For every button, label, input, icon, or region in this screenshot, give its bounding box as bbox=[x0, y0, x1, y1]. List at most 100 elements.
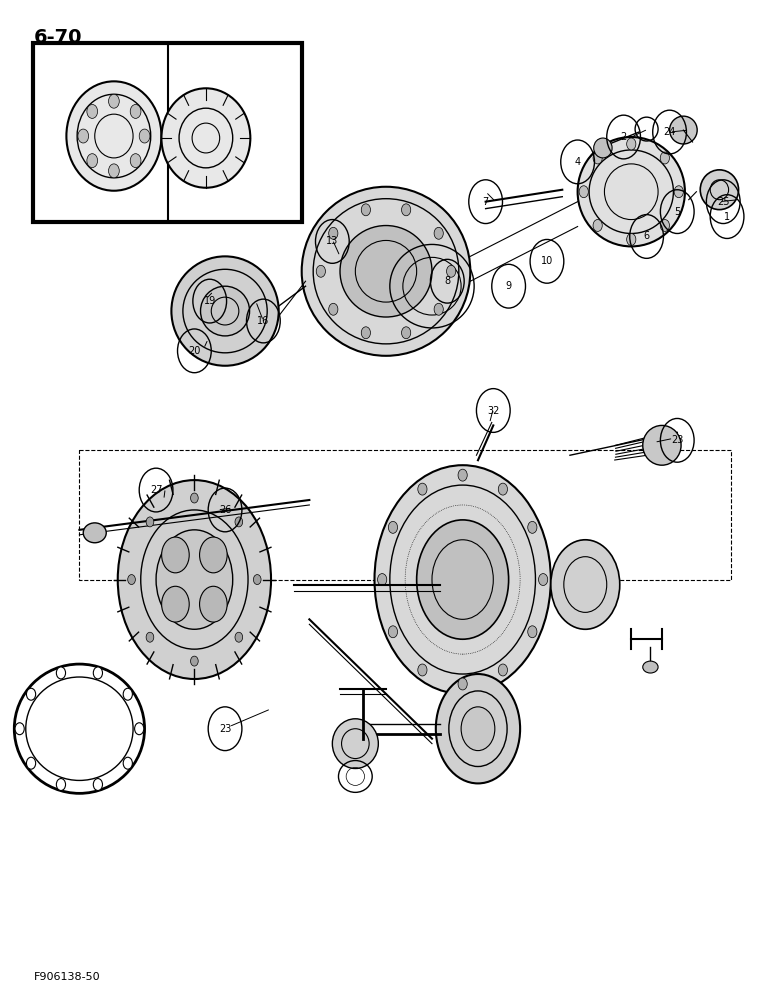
Ellipse shape bbox=[577, 137, 685, 246]
Text: 6-70: 6-70 bbox=[33, 28, 82, 47]
Text: 16: 16 bbox=[257, 316, 269, 326]
Circle shape bbox=[130, 154, 141, 168]
Circle shape bbox=[528, 626, 537, 638]
Circle shape bbox=[235, 517, 242, 527]
Circle shape bbox=[139, 129, 150, 143]
Circle shape bbox=[418, 664, 427, 676]
Circle shape bbox=[329, 303, 338, 315]
Circle shape bbox=[124, 688, 132, 700]
Text: 20: 20 bbox=[188, 346, 201, 356]
Ellipse shape bbox=[161, 586, 189, 622]
Ellipse shape bbox=[594, 138, 612, 158]
Circle shape bbox=[401, 327, 411, 339]
Circle shape bbox=[660, 220, 669, 231]
Ellipse shape bbox=[340, 226, 432, 317]
Circle shape bbox=[134, 723, 144, 735]
Text: 10: 10 bbox=[541, 256, 553, 266]
Circle shape bbox=[539, 574, 547, 586]
Text: 25: 25 bbox=[717, 197, 730, 207]
Circle shape bbox=[458, 469, 467, 481]
Text: 2: 2 bbox=[621, 132, 627, 142]
Circle shape bbox=[146, 517, 154, 527]
Circle shape bbox=[627, 233, 636, 245]
Text: 23: 23 bbox=[671, 435, 683, 445]
Ellipse shape bbox=[83, 523, 107, 543]
Circle shape bbox=[446, 265, 455, 277]
Text: 4: 4 bbox=[574, 157, 581, 167]
Circle shape bbox=[191, 656, 198, 666]
Text: 26: 26 bbox=[218, 505, 232, 515]
Ellipse shape bbox=[436, 674, 520, 783]
Circle shape bbox=[458, 678, 467, 690]
Ellipse shape bbox=[461, 707, 495, 751]
Circle shape bbox=[528, 521, 537, 533]
Text: 8: 8 bbox=[444, 276, 450, 286]
Circle shape bbox=[660, 152, 669, 164]
Circle shape bbox=[418, 483, 427, 495]
Circle shape bbox=[235, 632, 242, 642]
Ellipse shape bbox=[199, 586, 227, 622]
Circle shape bbox=[87, 154, 97, 168]
Ellipse shape bbox=[643, 661, 658, 673]
Circle shape bbox=[78, 129, 89, 143]
Text: 24: 24 bbox=[663, 127, 676, 137]
Circle shape bbox=[146, 632, 154, 642]
Circle shape bbox=[56, 779, 66, 790]
Circle shape bbox=[109, 94, 120, 108]
Circle shape bbox=[317, 265, 326, 277]
Text: 23: 23 bbox=[218, 724, 232, 734]
Circle shape bbox=[329, 227, 338, 239]
Text: 13: 13 bbox=[327, 236, 338, 246]
Ellipse shape bbox=[199, 537, 227, 573]
Ellipse shape bbox=[302, 187, 470, 356]
Circle shape bbox=[253, 575, 261, 585]
Circle shape bbox=[93, 667, 103, 679]
Circle shape bbox=[191, 493, 198, 503]
Circle shape bbox=[388, 626, 398, 638]
Circle shape bbox=[130, 104, 141, 118]
Circle shape bbox=[26, 757, 36, 769]
Circle shape bbox=[388, 521, 398, 533]
Ellipse shape bbox=[669, 116, 697, 144]
Ellipse shape bbox=[161, 537, 189, 573]
Ellipse shape bbox=[550, 540, 620, 629]
Circle shape bbox=[401, 204, 411, 216]
Ellipse shape bbox=[66, 81, 161, 191]
Circle shape bbox=[361, 327, 371, 339]
Text: 5: 5 bbox=[674, 207, 680, 217]
Ellipse shape bbox=[700, 170, 739, 210]
Text: 6: 6 bbox=[644, 231, 650, 241]
FancyBboxPatch shape bbox=[33, 43, 302, 222]
Circle shape bbox=[627, 138, 636, 150]
Circle shape bbox=[593, 152, 602, 164]
Text: 19: 19 bbox=[204, 296, 216, 306]
Ellipse shape bbox=[417, 520, 509, 639]
Circle shape bbox=[498, 664, 507, 676]
Circle shape bbox=[593, 220, 602, 231]
Ellipse shape bbox=[118, 480, 271, 679]
Circle shape bbox=[434, 227, 443, 239]
Circle shape bbox=[56, 667, 66, 679]
Circle shape bbox=[674, 186, 683, 198]
Ellipse shape bbox=[201, 286, 249, 336]
Text: 27: 27 bbox=[150, 485, 162, 495]
Circle shape bbox=[26, 688, 36, 700]
Ellipse shape bbox=[161, 88, 250, 188]
Circle shape bbox=[15, 723, 24, 735]
Ellipse shape bbox=[643, 425, 681, 465]
Ellipse shape bbox=[171, 256, 279, 366]
Circle shape bbox=[87, 104, 97, 118]
Circle shape bbox=[109, 164, 120, 178]
Ellipse shape bbox=[156, 530, 232, 629]
Text: 7: 7 bbox=[482, 197, 489, 207]
Text: F906138-50: F906138-50 bbox=[33, 972, 100, 982]
Circle shape bbox=[361, 204, 371, 216]
Ellipse shape bbox=[374, 465, 550, 694]
Circle shape bbox=[378, 574, 387, 586]
Circle shape bbox=[127, 575, 135, 585]
Text: 32: 32 bbox=[487, 406, 499, 416]
Circle shape bbox=[579, 186, 588, 198]
Text: 9: 9 bbox=[506, 281, 512, 291]
Circle shape bbox=[93, 779, 103, 790]
Circle shape bbox=[498, 483, 507, 495]
